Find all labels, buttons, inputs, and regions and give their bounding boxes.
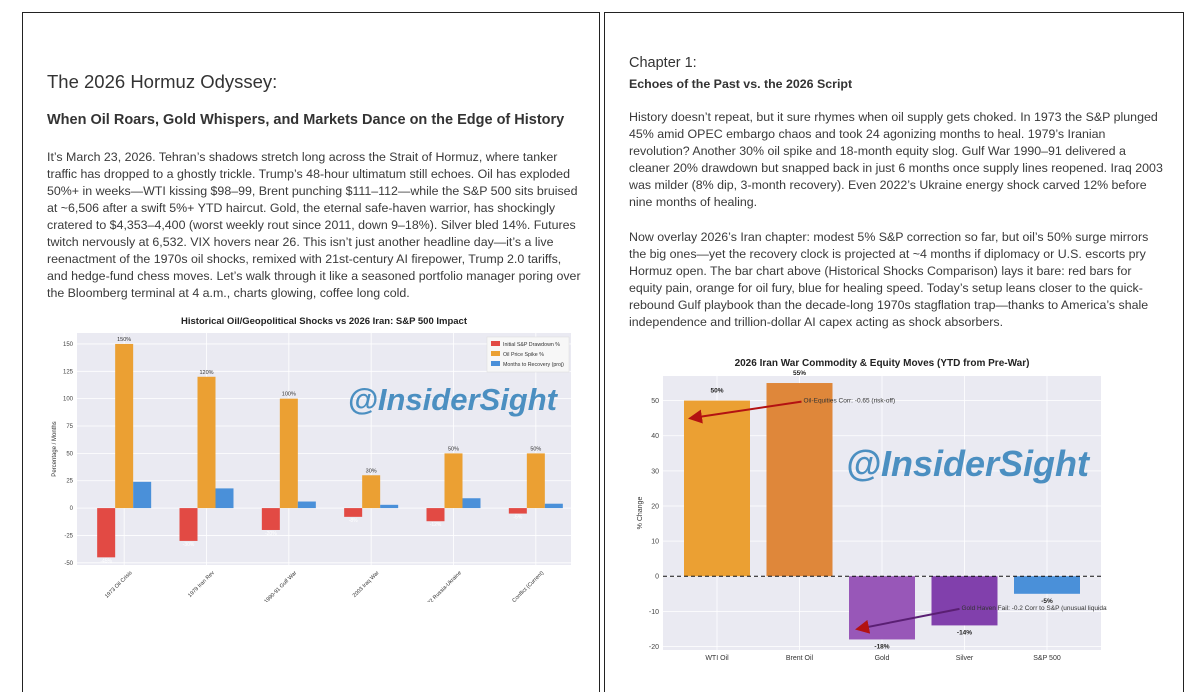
data-label: 50% [530, 446, 541, 452]
data-label: -14% [957, 629, 972, 636]
annotation-arrow [855, 607, 960, 634]
legend-label: Oil Price Spike % [503, 352, 544, 358]
data-label: -5% [1041, 598, 1053, 605]
data-label: -18% [874, 643, 889, 650]
annotation-arrow [688, 400, 802, 424]
bar [380, 504, 399, 509]
chart-title: Historical Oil/Geopolitical Shocks vs 20… [181, 316, 468, 327]
data-label: 50% [448, 446, 459, 452]
bar [1014, 576, 1080, 594]
y-axis-label: % Change [637, 497, 644, 530]
bar [344, 508, 363, 517]
y-tick-label: 25 [66, 479, 73, 485]
bar [544, 503, 563, 509]
legend-label: Initial S&P Drawdown % [503, 342, 560, 348]
bar [526, 453, 545, 509]
legend-swatch [491, 361, 500, 366]
left-page: The 2026 Hormuz Odyssey: When Oil Roars,… [22, 12, 600, 692]
bar [684, 400, 750, 577]
data-label: -30% [183, 542, 195, 548]
legend-swatch [491, 351, 500, 356]
bar [849, 576, 915, 640]
data-label: -20% [265, 531, 277, 537]
document-title: The 2026 Hormuz Odyssey: [47, 71, 278, 92]
y-tick-label: -50 [64, 561, 73, 567]
right-page: Chapter 1: Echoes of the Past vs. the 20… [604, 12, 1184, 692]
y-tick-label: -25 [64, 533, 73, 539]
bar [179, 508, 198, 541]
x-tick-label: WTI Oil [705, 655, 729, 662]
data-label: -8% [349, 518, 358, 524]
y-tick-label: 10 [651, 539, 659, 546]
chapter-label: Chapter 1: [629, 55, 697, 71]
data-label: 100% [282, 392, 296, 398]
legend-label: Months to Recovery (proj) [503, 362, 564, 368]
y-tick-label: 100 [63, 397, 74, 403]
y-tick-label: 125 [63, 369, 74, 375]
legend-swatch [491, 341, 500, 346]
chapter-title: Echoes of the Past vs. the 2026 Script [629, 77, 853, 91]
data-label: -12% [430, 522, 442, 528]
bar [931, 576, 998, 626]
y-tick-label: 40 [651, 433, 659, 440]
bar [133, 481, 152, 509]
commodity-equity-moves-chart: 50% 55% -18% -14% -5% -20 -10 0 10 20 30 40 50 WTI … [627, 341, 1119, 663]
x-tick-label: Gold [875, 655, 890, 662]
historical-shocks-chart-svg: 150% -45% 120% -30% 100% -20% 30% -8% 50% -12% 50%… [49, 310, 573, 622]
data-label: 120% [199, 370, 213, 376]
y-tick-label: 0 [70, 506, 74, 512]
x-tick-label: Silver [956, 655, 974, 662]
y-tick-label: 50 [66, 451, 73, 457]
intro-paragraph: It’s March 23, 2026. Tehran’s shadows st… [47, 150, 581, 300]
chart-title: 2026 Iran War Commodity & Equity Moves (… [735, 358, 1030, 369]
bar [362, 475, 381, 509]
bar [766, 383, 833, 577]
watermark: @InsiderSight [846, 443, 1091, 484]
y-tick-label: 150 [63, 342, 74, 348]
bar [261, 508, 280, 530]
commodity-equity-moves-chart-svg: 50% 55% -18% -14% -5% -20 -10 0 10 20 30 40 50 WTI … [627, 341, 1119, 663]
bar [97, 508, 116, 558]
bar [444, 453, 463, 509]
data-label: 150% [117, 337, 131, 343]
annotation-text: Oil-Equities Corr: -0.65 (risk-off) [804, 398, 896, 405]
chapter-paragraph-1: History doesn’t repeat, but it sure rhym… [629, 110, 1163, 209]
data-label: 50% [710, 388, 723, 395]
bar [279, 398, 298, 509]
y-tick-label: 50 [651, 398, 659, 405]
y-tick-label: 20 [651, 503, 659, 510]
bar [462, 498, 481, 509]
document-subtitle: When Oil Roars, Gold Whispers, and Marke… [47, 112, 565, 128]
bar [197, 376, 216, 509]
data-label: -5% [513, 515, 522, 521]
data-label: -45% [100, 558, 112, 564]
x-tick-label: S&P 500 [1033, 655, 1061, 662]
bar [215, 488, 234, 509]
data-label: 30% [366, 468, 377, 474]
y-tick-label: 75 [66, 424, 73, 430]
y-axis-label: Percentage / Months [52, 421, 58, 476]
y-tick-label: -10 [649, 609, 659, 616]
watermark: @InsiderSight [348, 382, 559, 417]
y-tick-label: -20 [649, 644, 659, 651]
x-tick-label: Brent Oil [786, 655, 814, 662]
bar [297, 501, 316, 509]
historical-shocks-chart: 150% -45% 120% -30% 100% -20% 30% -8% 50% -12% 50%… [49, 310, 573, 622]
chart-legend: Initial S&P Drawdown % Oil Price Spike % M… [486, 336, 570, 373]
bar [115, 343, 134, 509]
chapter-paragraph-2: Now overlay 2026’s Iran chapter: modest … [629, 230, 1149, 329]
bar [508, 508, 527, 514]
data-label: 55% [793, 370, 806, 377]
bar [426, 508, 445, 522]
y-tick-label: 0 [655, 574, 659, 581]
y-tick-label: 30 [651, 468, 659, 475]
annotation-text: Gold Haven Fail: -0.2 Corr to S&P (unusu… [962, 605, 1108, 612]
